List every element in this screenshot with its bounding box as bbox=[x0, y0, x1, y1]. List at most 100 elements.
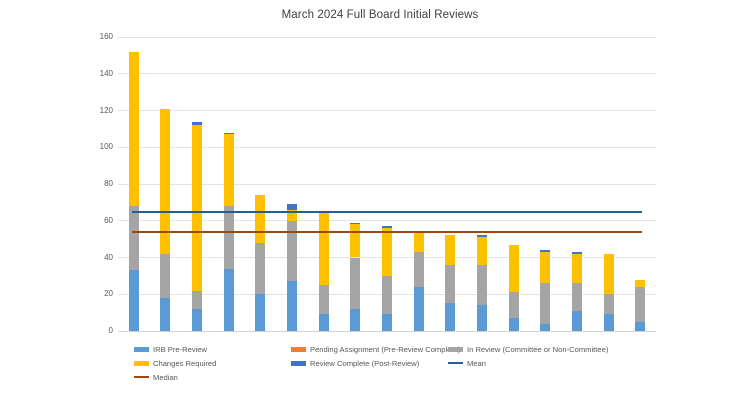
bar-segment bbox=[128, 270, 139, 331]
y-axis-tick-label: 40 bbox=[104, 252, 113, 262]
y-axis-tick-label: 100 bbox=[99, 142, 113, 152]
legend-item: Median bbox=[134, 372, 178, 382]
gridline bbox=[118, 183, 656, 185]
bar-segment bbox=[603, 314, 614, 331]
bar-segment bbox=[635, 321, 646, 331]
legend-label: Median bbox=[153, 372, 178, 382]
bar-segment bbox=[318, 285, 329, 315]
x-axis-line bbox=[118, 330, 656, 332]
bar-segment bbox=[571, 251, 582, 254]
bar-segment bbox=[603, 294, 614, 315]
bar-segment bbox=[382, 226, 392, 229]
bar-segment bbox=[287, 209, 298, 221]
y-axis-tick-label: 60 bbox=[104, 215, 113, 225]
mean-line bbox=[131, 210, 643, 213]
gridline bbox=[118, 146, 656, 148]
legend-label: IRB Pre-Review bbox=[153, 344, 208, 354]
gridline bbox=[118, 110, 656, 111]
bar-segment bbox=[287, 281, 298, 331]
legend-swatch bbox=[134, 346, 149, 352]
gridline bbox=[118, 220, 656, 222]
bar-segment bbox=[413, 286, 424, 331]
bar-segment bbox=[255, 195, 266, 243]
bar-segment bbox=[382, 228, 392, 276]
legend-label: Changes Required bbox=[153, 358, 217, 368]
bar-segment bbox=[192, 121, 203, 126]
bar-segment bbox=[350, 222, 361, 225]
bar-segment bbox=[571, 253, 582, 284]
bar-segment bbox=[476, 264, 487, 306]
bar-segment bbox=[413, 251, 424, 287]
bar-segment bbox=[350, 224, 361, 258]
bar-segment bbox=[223, 132, 234, 135]
legend-item: Changes Required bbox=[134, 358, 216, 368]
bar-segment bbox=[160, 297, 171, 331]
legend-label: Pending Assignment (Pre-Review Complete) bbox=[310, 344, 461, 354]
bar-segment bbox=[255, 294, 266, 331]
legend-line-marker bbox=[134, 376, 149, 378]
y-axis-tick-label: 20 bbox=[104, 289, 113, 299]
bar-segment bbox=[318, 213, 329, 286]
legend-swatch bbox=[134, 360, 149, 366]
bar-segment bbox=[350, 257, 361, 309]
bar-segment bbox=[382, 314, 392, 331]
chart-title: March 2024 Full Board Initial Reviews bbox=[281, 9, 479, 21]
bar-segment bbox=[192, 125, 203, 291]
legend-item: Review Complete (Post-Review) bbox=[291, 358, 419, 368]
median-line bbox=[131, 230, 643, 233]
y-axis-tick-label: 160 bbox=[99, 32, 113, 41]
bar-segment bbox=[540, 283, 551, 324]
bar-segment bbox=[445, 303, 456, 331]
bar-segment bbox=[571, 283, 582, 311]
bar-segment bbox=[128, 206, 139, 271]
bar-segment bbox=[223, 134, 234, 207]
bar-segment bbox=[413, 231, 424, 252]
legend-swatch bbox=[448, 346, 463, 352]
y-axis-tick-label: 80 bbox=[104, 179, 113, 188]
bar-segment bbox=[287, 204, 298, 210]
bar-segment bbox=[382, 275, 392, 315]
bar-segment bbox=[192, 290, 203, 309]
bar-segment bbox=[508, 292, 519, 319]
bar-segment bbox=[160, 253, 171, 298]
bar-segment bbox=[445, 264, 456, 304]
legend-label: Review Complete (Post-Review) bbox=[310, 358, 420, 368]
legend-swatch bbox=[291, 360, 306, 366]
gridline bbox=[118, 73, 656, 75]
legend-label: Mean bbox=[467, 358, 486, 368]
bar-segment bbox=[635, 279, 646, 287]
bar-segment bbox=[476, 235, 487, 238]
legend-label: In Review (Committee or Non-Committee) bbox=[467, 344, 609, 354]
bar-segment bbox=[318, 314, 329, 331]
bar-segment bbox=[540, 323, 551, 331]
y-axis-tick-label: 120 bbox=[99, 105, 113, 115]
bar-segment bbox=[223, 268, 234, 331]
bar-segment bbox=[635, 286, 646, 322]
bar-segment bbox=[192, 308, 203, 331]
legend-line-marker bbox=[448, 362, 463, 364]
bar-segment bbox=[350, 308, 361, 331]
bar-segment bbox=[508, 244, 519, 293]
bar-segment bbox=[476, 237, 487, 265]
bar-segment bbox=[476, 305, 487, 331]
legend-item: Pending Assignment (Pre-Review Complete) bbox=[291, 344, 460, 354]
legend-item: IRB Pre-Review bbox=[134, 344, 207, 354]
bar-segment bbox=[287, 220, 298, 282]
bar-segment bbox=[223, 206, 234, 269]
bar-segment bbox=[540, 250, 551, 252]
legend-swatch bbox=[291, 346, 306, 352]
bar-segment bbox=[571, 310, 582, 331]
y-axis-tick-label: 140 bbox=[99, 68, 113, 78]
gridline bbox=[118, 36, 656, 38]
legend-item: Mean bbox=[448, 358, 486, 368]
bar-segment bbox=[128, 51, 139, 207]
bar-segment bbox=[445, 235, 456, 265]
bar-segment bbox=[255, 242, 266, 295]
bar-segment bbox=[540, 251, 551, 284]
bar-segment bbox=[508, 318, 519, 331]
bar-segment bbox=[603, 253, 614, 295]
y-axis-tick-label: 0 bbox=[108, 326, 113, 335]
bar-segment bbox=[160, 108, 171, 254]
legend-item: In Review (Committee or Non-Committee) bbox=[448, 344, 608, 354]
